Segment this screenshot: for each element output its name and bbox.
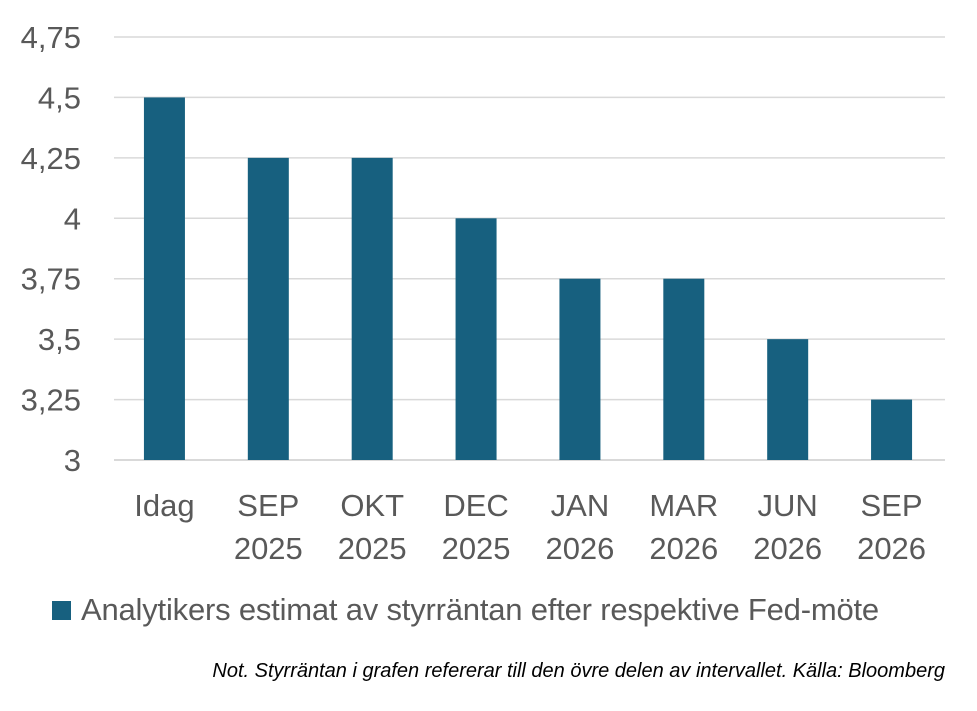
bar xyxy=(767,339,809,460)
x-tick-label: MAR 2026 xyxy=(649,488,718,566)
x-tick-label: JAN 2026 xyxy=(545,488,614,566)
legend-swatch xyxy=(52,600,71,620)
x-tick-label: SEP 2026 xyxy=(857,488,926,566)
bars xyxy=(143,97,913,460)
x-tick-label-line: 2025 xyxy=(442,531,511,566)
bar xyxy=(871,399,913,460)
gridlines xyxy=(114,36,945,461)
x-tick-label-line: 2026 xyxy=(649,531,718,566)
footnote: Not. Styrräntan i grafen refererar till … xyxy=(212,660,945,682)
bar xyxy=(351,157,393,460)
x-tick-label-line: MAR xyxy=(649,488,718,523)
x-tick-label-line: OKT xyxy=(340,488,404,523)
x-tick-label-line: 2026 xyxy=(753,531,822,566)
bar xyxy=(247,157,289,460)
y-tick-label: 3,25 xyxy=(21,383,81,418)
x-tick-label-line: 2026 xyxy=(857,531,926,566)
x-tick-label: DEC 2025 xyxy=(442,488,511,566)
x-tick-label-line: Idag xyxy=(134,488,194,523)
x-tick-label: JUN 2026 xyxy=(753,488,822,566)
x-tick-label-line: SEP xyxy=(861,488,923,523)
y-tick-label: 4,75 xyxy=(21,20,81,55)
y-tick-label: 4 xyxy=(64,201,81,236)
x-tick-label: SEP 2025 xyxy=(234,488,303,566)
x-tick-label-line: 2026 xyxy=(545,531,614,566)
y-tick-label: 3,75 xyxy=(21,262,81,297)
bar xyxy=(559,278,601,460)
y-axis-ticks: 3 3,25 3,5 3,75 4 4,25 4,5 4,75 xyxy=(21,20,81,478)
bar xyxy=(663,278,705,460)
x-tick-label-line: JUN xyxy=(758,488,818,523)
x-tick-label: OKT 2025 xyxy=(338,488,407,566)
y-tick-label: 3 xyxy=(64,443,81,478)
legend: Analytikers estimat av styrräntan efter … xyxy=(52,588,879,632)
bar xyxy=(143,97,185,460)
x-tick-label-line: DEC xyxy=(443,488,508,523)
y-tick-label: 4,5 xyxy=(38,80,81,115)
y-tick-label: 3,5 xyxy=(38,322,81,357)
x-tick-label-line: SEP xyxy=(237,488,299,523)
x-tick-label-line: 2025 xyxy=(338,531,407,566)
x-tick-label-line: JAN xyxy=(551,488,610,523)
y-tick-label: 4,25 xyxy=(21,141,81,176)
x-tick-label-line: 2025 xyxy=(234,531,303,566)
x-tick-label: Idag xyxy=(134,488,194,523)
legend-label: Analytikers estimat av styrräntan efter … xyxy=(81,592,879,627)
bar xyxy=(455,218,497,460)
